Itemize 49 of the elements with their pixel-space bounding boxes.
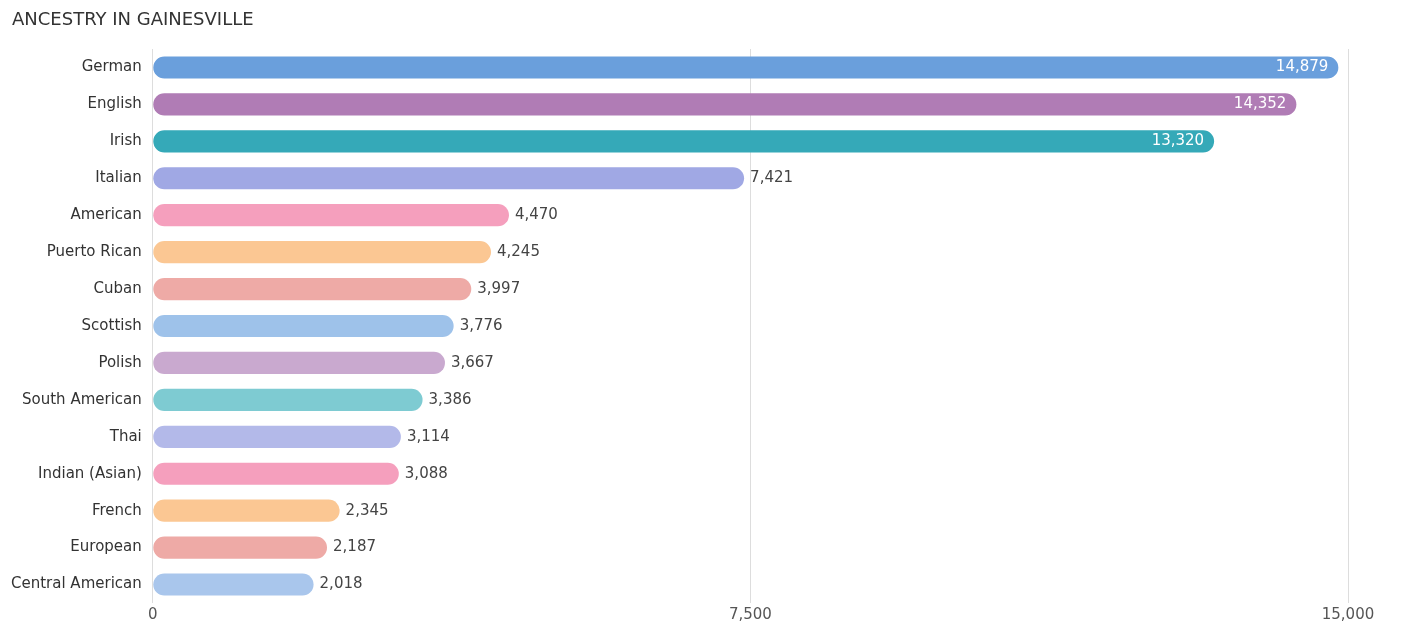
y-tick-label: German xyxy=(81,57,142,76)
data-label: 3,088 xyxy=(404,463,448,482)
data-label: 7,421 xyxy=(750,168,794,187)
bar xyxy=(153,167,745,190)
x-tick-label: 7,500 xyxy=(728,604,772,623)
bar xyxy=(153,204,509,227)
y-tick-label: Indian (Asian) xyxy=(38,463,142,482)
bar xyxy=(153,573,314,596)
chart-title: ANCESTRY IN GAINESVILLE xyxy=(12,8,255,29)
data-label: 3,667 xyxy=(450,352,494,371)
bar xyxy=(153,130,1215,153)
bar xyxy=(153,425,401,448)
bar xyxy=(153,388,423,411)
y-tick-label: Irish xyxy=(109,131,142,150)
data-label: 13,320 xyxy=(1151,131,1205,150)
bar xyxy=(153,277,472,301)
x-tick-label: 15,000 xyxy=(1321,604,1375,623)
bar xyxy=(153,93,1297,116)
y-tick-label: South American xyxy=(22,389,142,408)
bar xyxy=(153,314,454,338)
data-label: 3,776 xyxy=(459,315,503,334)
data-label: 2,018 xyxy=(319,574,363,593)
x-tick-label: 0 xyxy=(147,604,158,623)
bar xyxy=(153,499,340,522)
data-label: 2,345 xyxy=(345,500,389,519)
y-tick-label: Scottish xyxy=(81,315,142,334)
y-tick-label: Italian xyxy=(95,168,142,187)
bar xyxy=(153,241,492,264)
bar xyxy=(153,351,445,375)
y-tick-label: Polish xyxy=(98,352,142,371)
data-label: 14,879 xyxy=(1275,57,1329,76)
bar xyxy=(153,462,399,485)
data-label: 3,386 xyxy=(428,389,472,408)
data-label: 3,997 xyxy=(477,278,521,297)
bar xyxy=(153,536,328,559)
data-label: 14,352 xyxy=(1233,94,1287,113)
y-tick-label: Thai xyxy=(108,426,142,445)
y-tick-label: Puerto Rican xyxy=(46,242,142,261)
data-label: 2,187 xyxy=(333,537,376,556)
y-tick-label: French xyxy=(91,500,142,519)
y-tick-label: European xyxy=(70,537,142,556)
data-label: 3,114 xyxy=(406,426,450,445)
y-tick-label: English xyxy=(87,94,142,113)
y-tick-label: Central American xyxy=(10,574,142,593)
data-label: 4,245 xyxy=(497,242,540,261)
bar xyxy=(153,56,1339,79)
y-tick-label: American xyxy=(70,205,142,224)
data-label: 4,470 xyxy=(514,205,558,224)
y-tick-label: Cuban xyxy=(93,278,142,297)
